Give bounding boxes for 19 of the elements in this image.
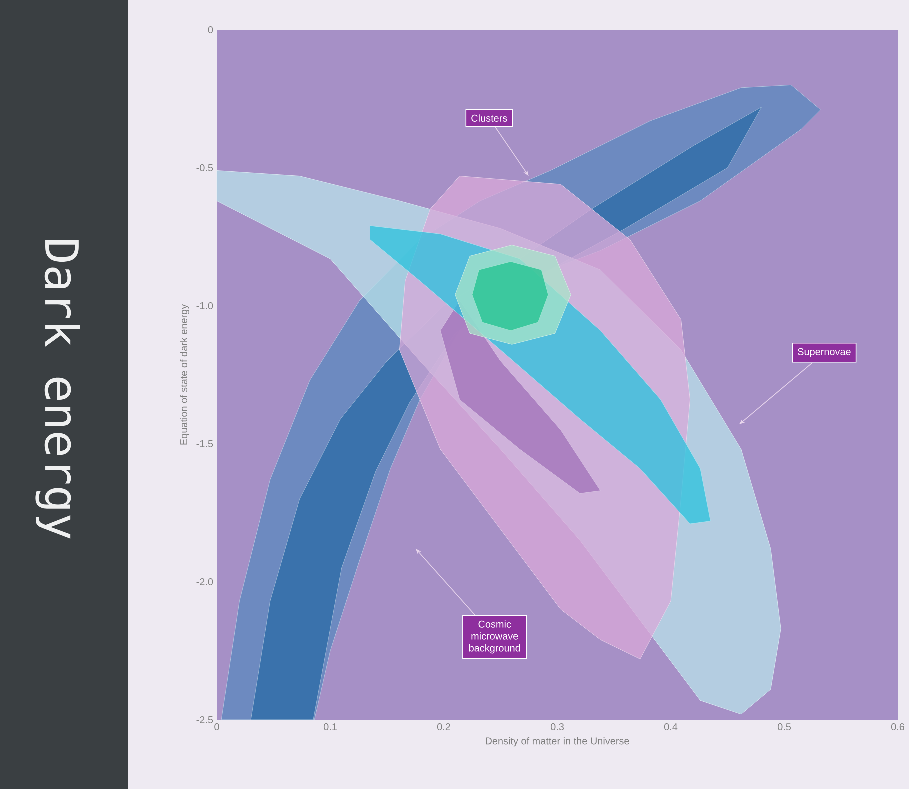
x-tick-label: 0.3 (550, 724, 564, 731)
x-tick-label: 0.5 (778, 724, 792, 731)
y-tick-label: -1.5 (196, 440, 214, 448)
x-tick-label: 0.2 (437, 724, 450, 731)
x-tick-label: 0 (214, 724, 220, 731)
x-tick-label: 0.6 (891, 724, 905, 731)
x-axis-title: Density of matter in the Universe (486, 737, 630, 747)
x-tick-label: 0.4 (664, 724, 678, 731)
y-tick-label: -1.0 (196, 302, 214, 310)
annotation: Clusters (472, 114, 508, 122)
y-tick-label: 0 (208, 26, 214, 34)
text: Dark energy (36, 240, 80, 539)
annotation: Cosmic microwave background (469, 620, 520, 654)
annotation: Supernovae (798, 348, 851, 358)
y-tick-label: -2.5 (196, 716, 214, 724)
y-axis-title: Equation of state of dark energy (180, 304, 190, 445)
x-tick-label: 0.1 (324, 724, 337, 731)
y-tick-label: -2.0 (196, 578, 214, 586)
y-tick-label: -0.5 (196, 164, 214, 172)
